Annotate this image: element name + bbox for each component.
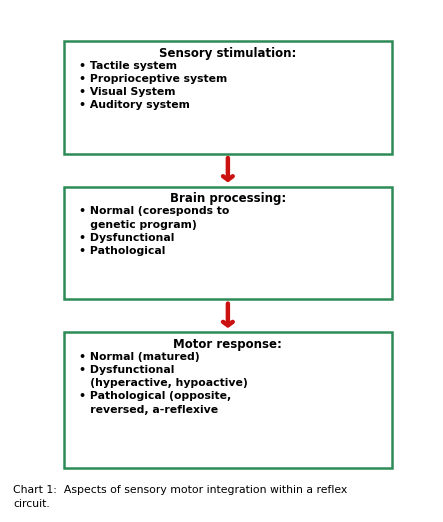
Text: • Proprioceptive system: • Proprioceptive system [79,74,227,84]
FancyBboxPatch shape [64,41,392,154]
Text: genetic program): genetic program) [79,220,197,230]
Text: • Normal (matured): • Normal (matured) [79,352,200,362]
Text: • Pathological: • Pathological [79,246,165,256]
Text: • Tactile system: • Tactile system [79,61,177,70]
Text: • Auditory system: • Auditory system [79,100,190,110]
Text: • Normal (coresponds to: • Normal (coresponds to [79,206,229,216]
Text: reversed, a-reflexive: reversed, a-reflexive [79,405,218,414]
Text: (hyperactive, hypoactive): (hyperactive, hypoactive) [79,378,248,388]
FancyBboxPatch shape [64,333,392,469]
Text: Motor response:: Motor response: [174,338,282,351]
Text: Chart 1:  Aspects of sensory motor integration within a reflex
circuit.: Chart 1: Aspects of sensory motor integr… [13,485,347,509]
Text: • Pathological (opposite,: • Pathological (opposite, [79,392,231,401]
Text: Sensory stimulation:: Sensory stimulation: [159,46,296,60]
Text: • Visual System: • Visual System [79,87,175,97]
FancyBboxPatch shape [64,187,392,300]
Text: Brain processing:: Brain processing: [170,192,286,205]
Text: • Dysfunctional: • Dysfunctional [79,365,175,375]
Text: • Dysfunctional: • Dysfunctional [79,233,175,243]
